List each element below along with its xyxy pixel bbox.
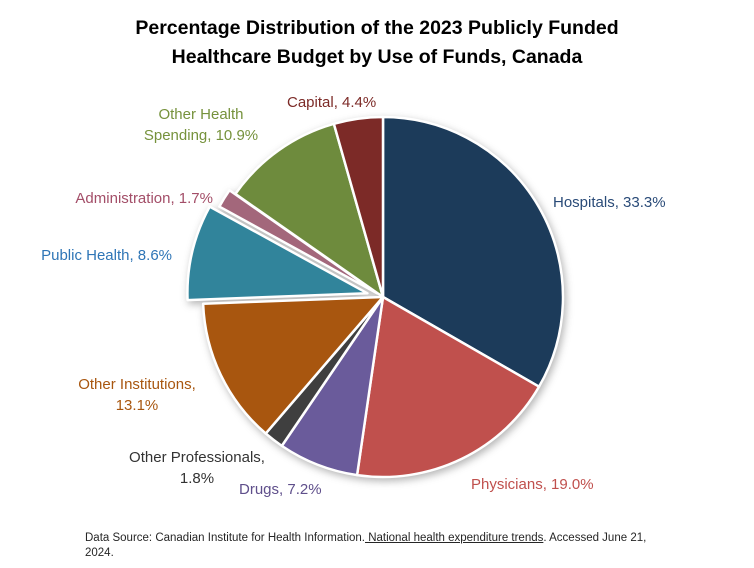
source-link[interactable]: National health expenditure trends [365,532,544,544]
pie-slice-physicians [355,295,541,479]
source-prefix: Data Source: Canadian Institute for Heal… [85,532,365,544]
source-suffix: . Accessed June 21, [543,532,647,544]
chart-title-line2: Healthcare Budget by Use of Funds, Canad… [171,46,583,68]
pie-slice-administration [218,189,379,295]
chart-title-line1: Percentage Distribution of the 2023 Publ… [135,17,619,39]
source-note: Data Source: Canadian Institute for Heal… [85,531,646,561]
chart-title: Percentage Distribution of the 2023 Publ… [0,14,754,72]
pie-slice-other-institutions [201,295,385,435]
pie-slice-capital [332,115,385,299]
pie-slice-public-health [186,205,369,302]
source-line2: 2024. [85,547,114,559]
pie-slice-hospitals [381,115,565,388]
